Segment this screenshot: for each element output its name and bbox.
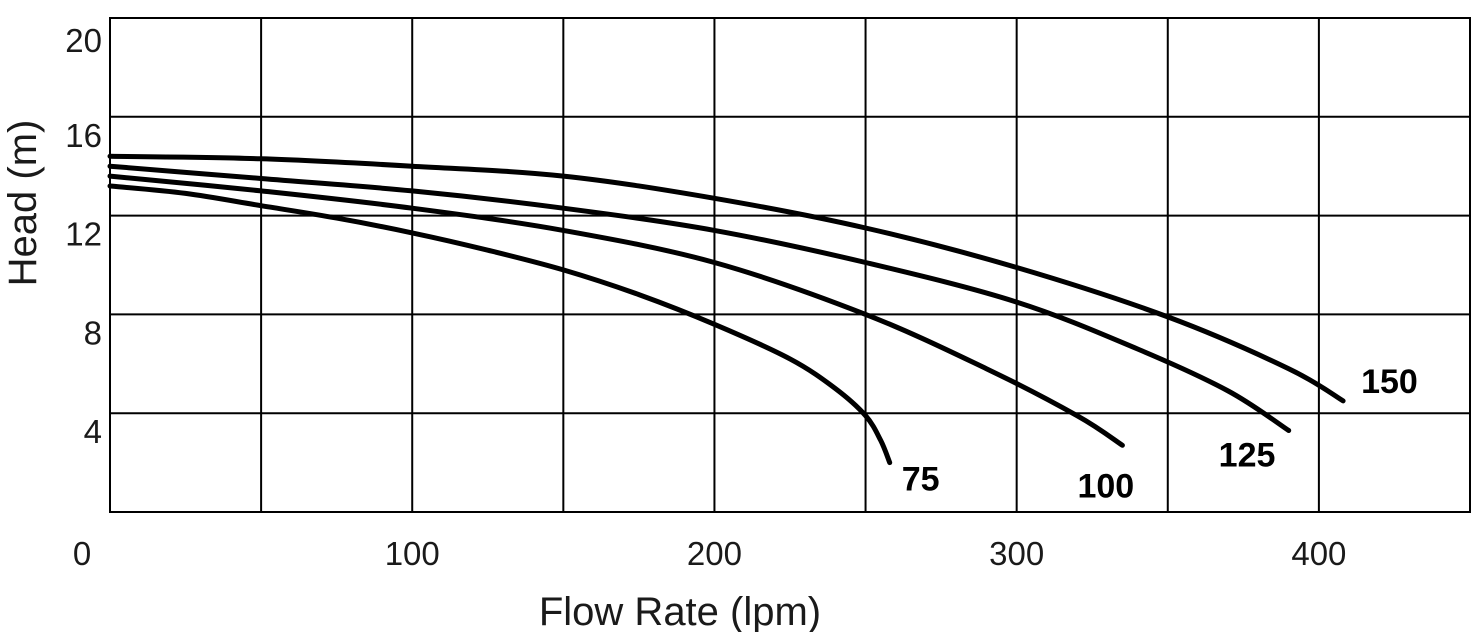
x-axis-ticks: 0 100 200 300 400 [73,535,1347,572]
plot-frame [109,17,1471,513]
series-labels: 75 100 125 150 [902,363,1418,505]
x-tick-label: 100 [385,535,440,572]
series-curve-150 [107,153,1346,404]
series-curves [107,153,1346,466]
x-tick-label: 200 [687,535,742,572]
series-curve-125 [107,163,1292,433]
y-tick-label: 12 [65,216,102,253]
y-axis-ticks: 4 8 12 16 20 [65,22,102,450]
y-tick-label: 8 [84,314,102,351]
series-label-125: 125 [1219,436,1276,474]
series-label-100: 100 [1077,467,1134,505]
y-tick-label: 16 [65,117,102,154]
y-tick-label: 4 [84,413,102,450]
series-label-150: 150 [1361,363,1418,401]
x-axis-title: Flow Rate (lpm) [539,590,821,632]
x-tick-label: 0 [73,535,91,572]
y-axis-title: Head (m) [1,120,45,287]
series-curve-100 [107,173,1125,448]
x-tick-label: 300 [989,535,1044,572]
x-tick-label: 400 [1291,535,1346,572]
series-label-75: 75 [902,461,940,499]
y-tick-label: 20 [65,22,102,59]
series-curve-75 [107,183,893,466]
